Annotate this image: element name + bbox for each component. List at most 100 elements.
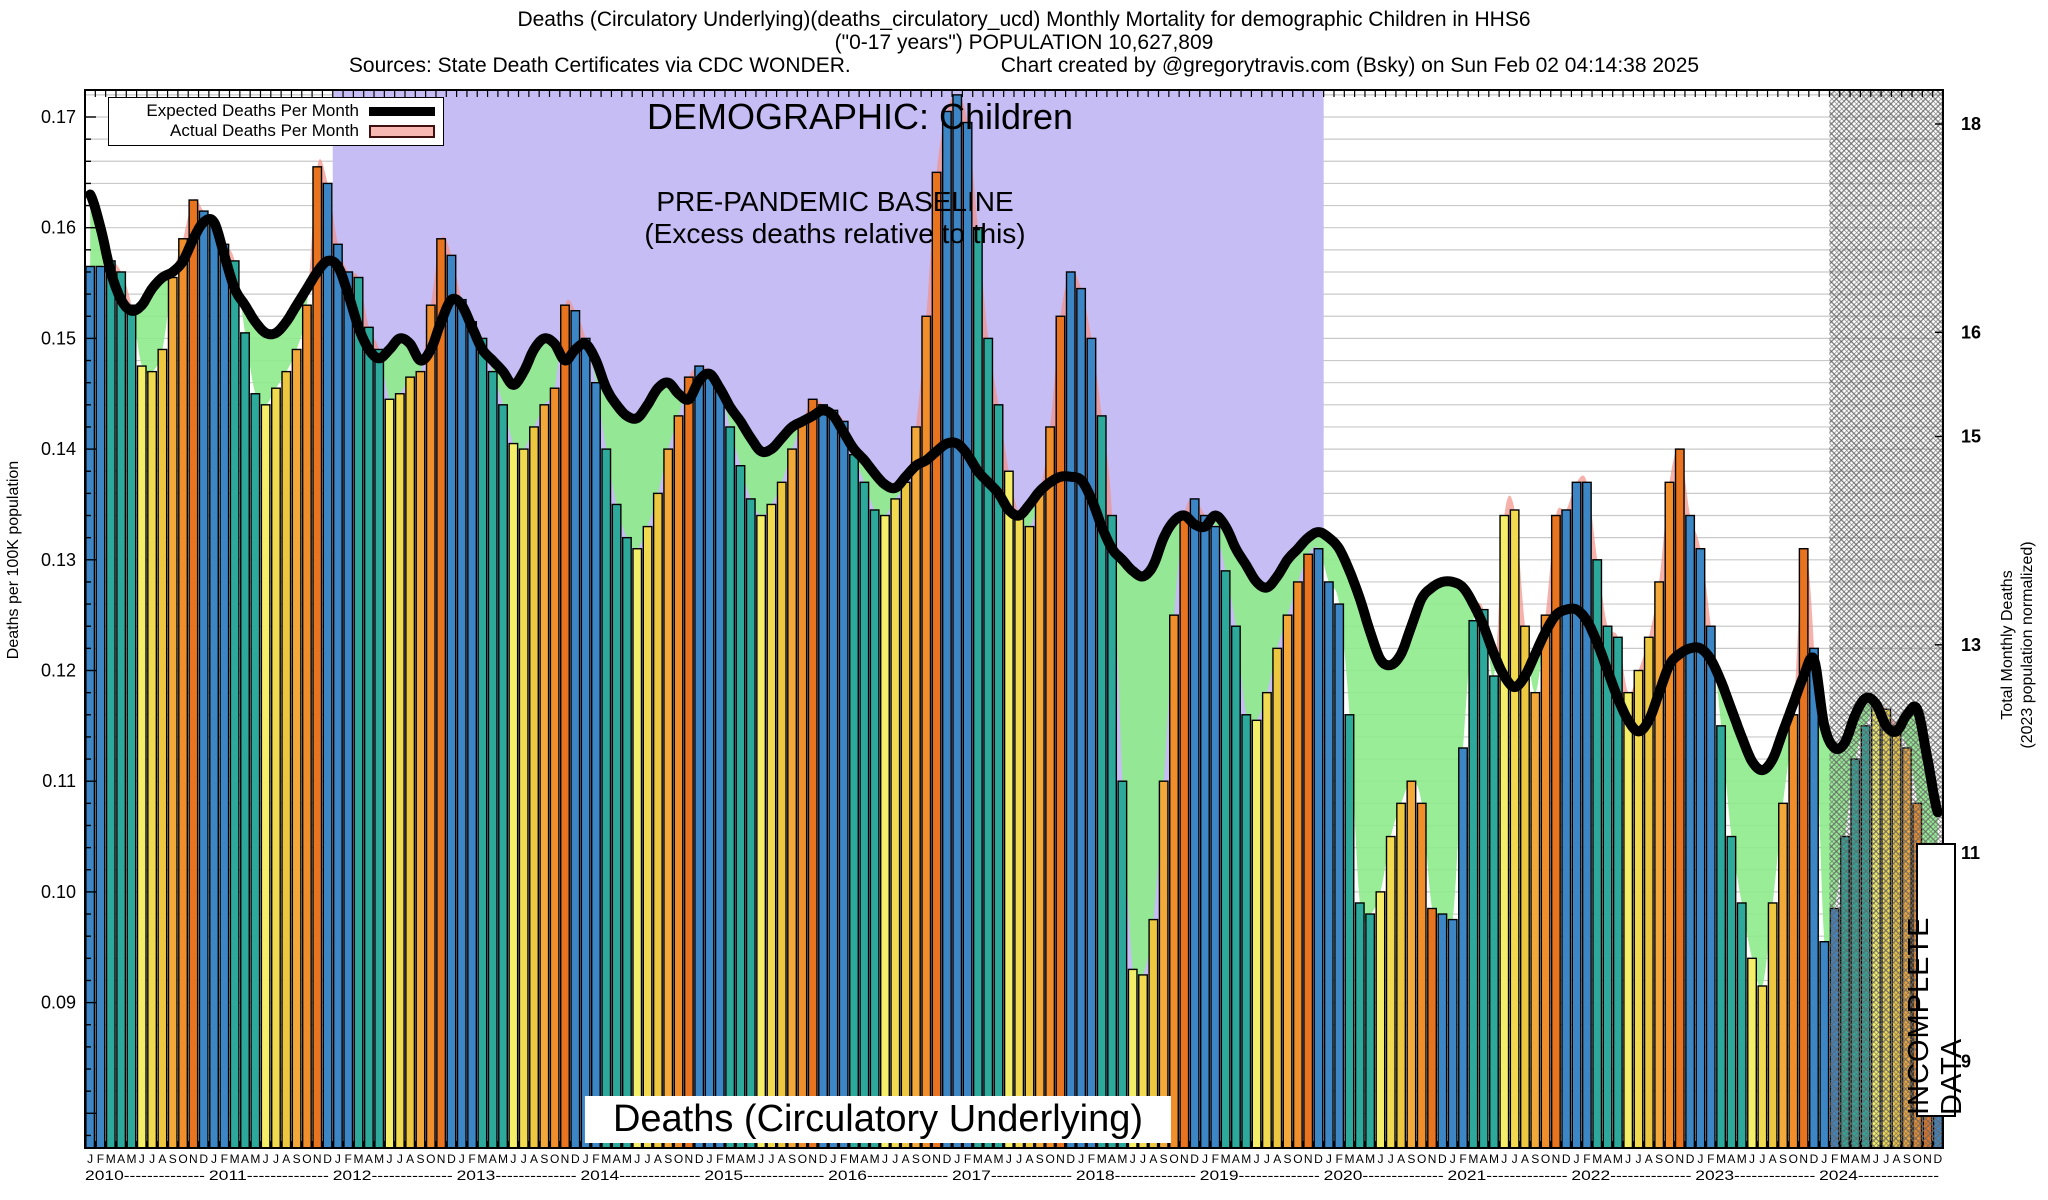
svg-text:N: N xyxy=(313,1152,322,1166)
svg-text:A: A xyxy=(1893,1152,1901,1166)
svg-text:D: D xyxy=(447,1152,456,1166)
svg-text:J: J xyxy=(1625,1152,1631,1166)
svg-text:D: D xyxy=(1314,1152,1323,1166)
svg-text:O: O xyxy=(1417,1152,1426,1166)
svg-text:A: A xyxy=(1727,1152,1735,1166)
svg-text:O: O xyxy=(1665,1152,1674,1166)
svg-text:2017--------------: 2017-------------- xyxy=(952,1168,1072,1183)
svg-text:A: A xyxy=(530,1152,538,1166)
svg-text:J: J xyxy=(397,1152,403,1166)
svg-text:D: D xyxy=(1934,1152,1943,1166)
svg-text:0.11: 0.11 xyxy=(42,771,76,791)
svg-text:F: F xyxy=(1831,1152,1838,1166)
svg-text:2012--------------: 2012-------------- xyxy=(333,1168,453,1183)
svg-text:0.10: 0.10 xyxy=(41,882,76,902)
svg-text:D: D xyxy=(323,1152,332,1166)
svg-text:F: F xyxy=(1212,1152,1219,1166)
svg-text:J: J xyxy=(882,1152,888,1166)
svg-text:S: S xyxy=(1284,1152,1292,1166)
svg-text:M: M xyxy=(1221,1152,1231,1166)
svg-text:2018--------------: 2018-------------- xyxy=(1076,1168,1196,1183)
svg-text:S: S xyxy=(1036,1152,1044,1166)
svg-text:2021--------------: 2021-------------- xyxy=(1448,1168,1568,1183)
svg-text:J: J xyxy=(1388,1152,1394,1166)
svg-text:0.15: 0.15 xyxy=(41,328,76,348)
svg-text:D: D xyxy=(199,1152,208,1166)
svg-text:A: A xyxy=(860,1152,868,1166)
svg-text:M: M xyxy=(601,1152,611,1166)
svg-text:(2023 population normalized): (2023 population normalized) xyxy=(2019,541,2036,748)
svg-text:M: M xyxy=(994,1152,1004,1166)
svg-text:J: J xyxy=(1006,1152,1012,1166)
svg-text:J: J xyxy=(387,1152,393,1166)
svg-text:A: A xyxy=(1149,1152,1157,1166)
svg-text:J: J xyxy=(830,1152,836,1166)
svg-text:O: O xyxy=(1541,1152,1550,1166)
svg-text:J: J xyxy=(87,1152,93,1166)
svg-text:0.09: 0.09 xyxy=(41,993,76,1013)
svg-text:S: S xyxy=(540,1152,548,1166)
svg-text:F: F xyxy=(1088,1152,1095,1166)
svg-text:11: 11 xyxy=(1961,843,1980,863)
svg-text:J: J xyxy=(706,1152,712,1166)
svg-text:J: J xyxy=(1016,1152,1022,1166)
svg-text:J: J xyxy=(1697,1152,1703,1166)
svg-text:J: J xyxy=(1450,1152,1456,1166)
svg-text:J: J xyxy=(1512,1152,1518,1166)
svg-text:J: J xyxy=(1759,1152,1765,1166)
svg-text:Total Monthly Deaths: Total Monthly Deaths xyxy=(1999,570,2016,719)
svg-text:M: M xyxy=(1737,1152,1747,1166)
svg-text:18: 18 xyxy=(1961,114,1981,134)
svg-text:2019--------------: 2019-------------- xyxy=(1200,1168,1320,1183)
svg-text:F: F xyxy=(345,1152,352,1166)
svg-text:A: A xyxy=(1273,1152,1281,1166)
svg-text:J: J xyxy=(645,1152,651,1166)
svg-text:N: N xyxy=(1180,1152,1189,1166)
svg-text:J: J xyxy=(1749,1152,1755,1166)
legend-expected-label: Expected Deaths Per Month xyxy=(146,101,359,120)
svg-text:F: F xyxy=(1707,1152,1714,1166)
svg-text:A: A xyxy=(241,1152,249,1166)
svg-text:M: M xyxy=(870,1152,880,1166)
expected-line-swatch xyxy=(369,106,435,116)
svg-text:F: F xyxy=(1459,1152,1466,1166)
svg-text:S: S xyxy=(416,1152,424,1166)
chart-title-line3: Sources: State Death Certificates via CD… xyxy=(0,54,2048,78)
svg-text:2022--------------: 2022-------------- xyxy=(1571,1168,1691,1183)
svg-text:M: M xyxy=(1861,1152,1871,1166)
svg-text:O: O xyxy=(550,1152,559,1166)
svg-text:F: F xyxy=(716,1152,723,1166)
svg-text:0.14: 0.14 xyxy=(41,439,76,459)
svg-text:16: 16 xyxy=(1961,322,1981,342)
svg-text:A: A xyxy=(1356,1152,1364,1166)
svg-text:D: D xyxy=(1438,1152,1447,1166)
svg-text:2023--------------: 2023-------------- xyxy=(1695,1168,1815,1183)
svg-text:A: A xyxy=(117,1152,125,1166)
svg-text:J: J xyxy=(1883,1152,1889,1166)
svg-text:M: M xyxy=(1344,1152,1354,1166)
svg-text:13: 13 xyxy=(1961,635,1981,655)
svg-text:S: S xyxy=(1903,1152,1911,1166)
svg-text:0.17: 0.17 xyxy=(41,107,76,127)
svg-text:D: D xyxy=(1562,1152,1571,1166)
svg-text:S: S xyxy=(169,1152,177,1166)
svg-text:F: F xyxy=(1335,1152,1342,1166)
svg-text:J: J xyxy=(892,1152,898,1166)
svg-text:O: O xyxy=(674,1152,683,1166)
credit-text: Chart created by @gregorytravis.com (Bsk… xyxy=(1000,54,1700,77)
svg-text:O: O xyxy=(1913,1152,1922,1166)
actual-bar-swatch xyxy=(369,124,435,138)
svg-text:F: F xyxy=(97,1152,104,1166)
svg-text:J: J xyxy=(1873,1152,1879,1166)
svg-text:D: D xyxy=(1066,1152,1075,1166)
svg-text:J: J xyxy=(263,1152,269,1166)
svg-text:A: A xyxy=(406,1152,414,1166)
svg-text:J: J xyxy=(1635,1152,1641,1166)
svg-text:O: O xyxy=(178,1152,187,1166)
svg-text:A: A xyxy=(1025,1152,1033,1166)
svg-text:A: A xyxy=(984,1152,992,1166)
svg-text:J: J xyxy=(1254,1152,1260,1166)
svg-text:A: A xyxy=(1851,1152,1859,1166)
svg-text:2024--------------: 2024-------------- xyxy=(1819,1168,1939,1183)
svg-text:J: J xyxy=(954,1152,960,1166)
